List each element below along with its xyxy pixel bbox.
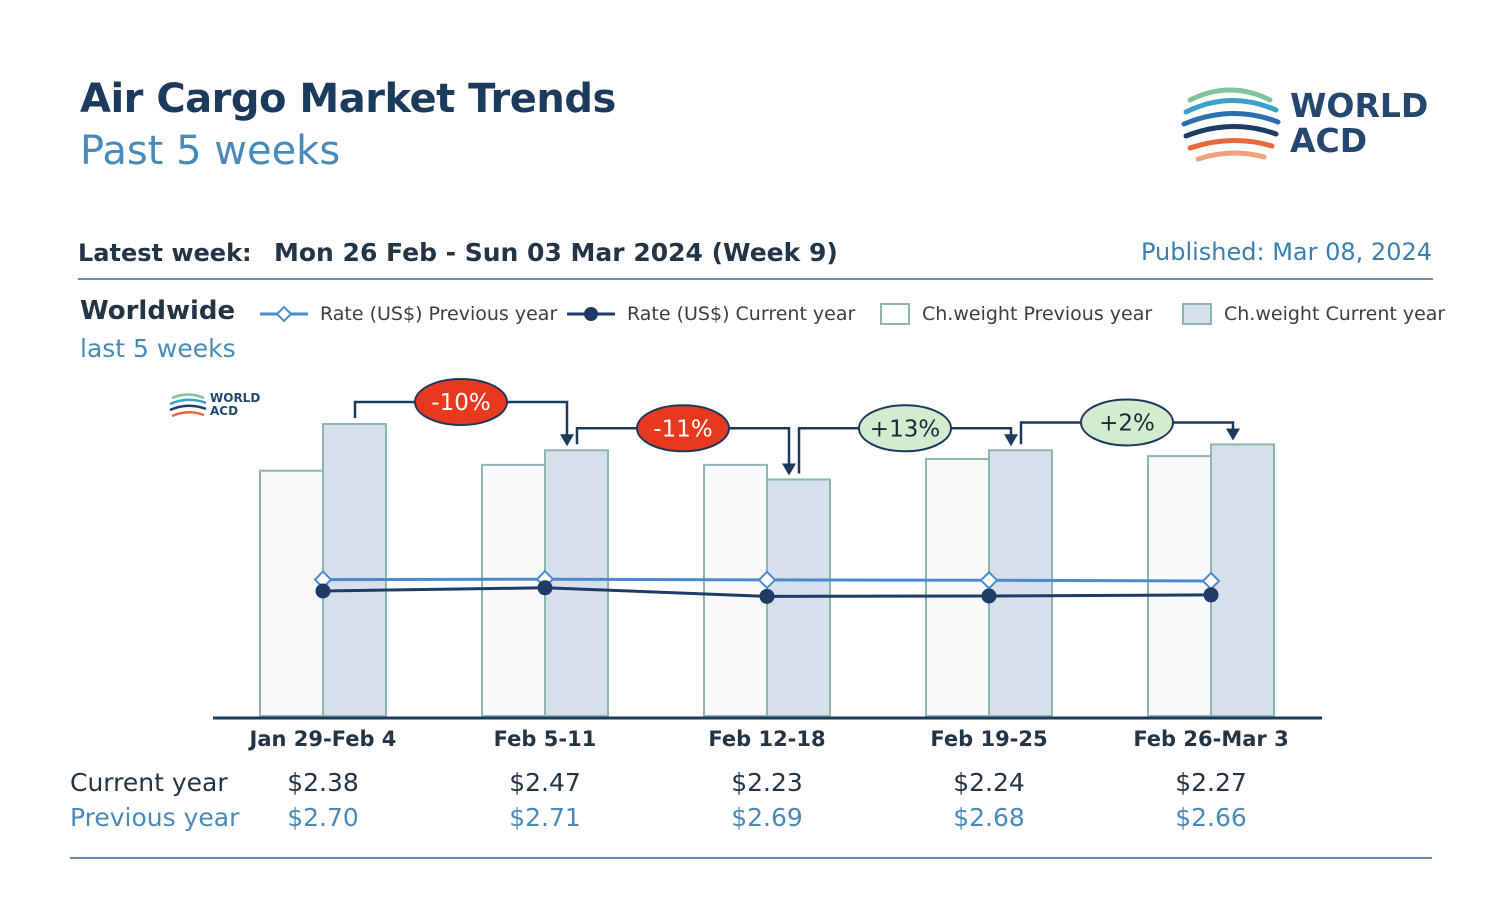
point-rate-prev (979, 570, 999, 590)
logo-line-2: ACD (1290, 121, 1368, 160)
change-badge (414, 378, 508, 426)
current-year-value: $2.47 (509, 768, 581, 797)
legend-line-dot-icon (567, 307, 615, 321)
point-rate-curr (315, 583, 331, 599)
bar-weight-prev (703, 463, 768, 717)
current-year-label: Current year (70, 768, 228, 797)
footer-divider (70, 857, 1432, 859)
legend-rate-prev: Rate (US$) Previous year (258, 303, 557, 325)
previous-year-value: $2.71 (509, 803, 581, 832)
current-year-value: $2.38 (287, 768, 359, 797)
logo-line-1: WORLD (1290, 86, 1429, 125)
bar-weight-prev (481, 463, 546, 717)
legend-weight-prev-label: Ch.weight Previous year (922, 303, 1153, 325)
change-label: +13% (870, 416, 940, 442)
category-label: Feb 19-25 (930, 727, 1048, 751)
change-badge (858, 404, 952, 453)
region-period: last 5 weeks (80, 334, 236, 363)
watermark-line-2: ACD (210, 404, 238, 418)
bar-weight-curr (1210, 443, 1275, 717)
previous-year-label: Previous year (70, 803, 240, 832)
point-rate-curr (759, 588, 775, 604)
bar-weight-prev (1147, 455, 1212, 717)
change-arrow-icon (782, 463, 796, 476)
change-label: -10% (431, 390, 490, 416)
change-label: -11% (653, 416, 712, 442)
category-label: Feb 26-Mar 3 (1133, 727, 1289, 751)
legend-swatch-prev (880, 303, 910, 325)
previous-year-value: $2.69 (731, 803, 803, 832)
change-badge (636, 404, 730, 453)
legend-swatch-curr (1182, 303, 1212, 325)
legend-weight-curr-label: Ch.weight Current year (1224, 303, 1446, 325)
previous-year-value: $2.68 (953, 803, 1025, 832)
category-label: Feb 12-18 (708, 727, 826, 751)
latest-week-value: Mon 26 Feb - Sun 03 Mar 2024 (Week 9) (274, 238, 838, 267)
world-acd-logo-icon (1181, 87, 1281, 162)
category-label: Jan 29-Feb 4 (249, 727, 397, 751)
legend-rate-prev-label: Rate (US$) Previous year (320, 303, 558, 325)
point-rate-curr (1203, 587, 1219, 603)
change-arrow-icon (560, 434, 574, 447)
bar-weight-curr (988, 449, 1053, 717)
chart-title: Air Cargo Market Trends (80, 76, 616, 122)
previous-year-value: $2.70 (287, 803, 359, 832)
published-date: Published: Mar 08, 2024 (1140, 238, 1432, 266)
chart-subtitle: Past 5 weeks (80, 128, 341, 174)
legend-weight-prev: Ch.weight Previous year (880, 303, 1152, 325)
header-divider (78, 278, 1433, 280)
latest-week: Latest week: Mon 26 Feb - Sun 03 Mar 202… (78, 238, 838, 267)
bar-weight-curr (322, 423, 387, 717)
legend-rate-curr: Rate (US$) Current year (565, 303, 855, 325)
category-label: Feb 5-11 (493, 727, 597, 751)
change-label: +2% (1099, 410, 1155, 436)
watermark-logo: WORLD ACD (169, 391, 260, 418)
point-rate-prev (757, 570, 777, 590)
current-year-value: $2.27 (1175, 768, 1247, 797)
change-arrow-icon (1004, 434, 1018, 447)
bar-weight-curr (544, 449, 609, 717)
logo-text: WORLD ACD (1290, 88, 1428, 158)
legend-rate-curr-label: Rate (US$) Current year (627, 303, 856, 325)
legend-line-diamond-icon (260, 305, 308, 323)
change-badge (1080, 398, 1174, 447)
current-year-value: $2.24 (953, 768, 1025, 797)
legend-weight-curr: Ch.weight Current year (1182, 303, 1445, 325)
watermark-line-1: WORLD (210, 391, 260, 405)
region-name: Worldwide (80, 296, 236, 326)
latest-week-label: Latest week: (78, 239, 252, 267)
bar-weight-prev (259, 469, 324, 717)
bar-weight-prev (925, 458, 990, 717)
point-rate-curr (537, 580, 553, 596)
previous-year-value: $2.66 (1175, 803, 1247, 832)
change-arrow-icon (1226, 428, 1240, 441)
point-rate-curr (981, 588, 997, 604)
current-year-value: $2.23 (731, 768, 803, 797)
